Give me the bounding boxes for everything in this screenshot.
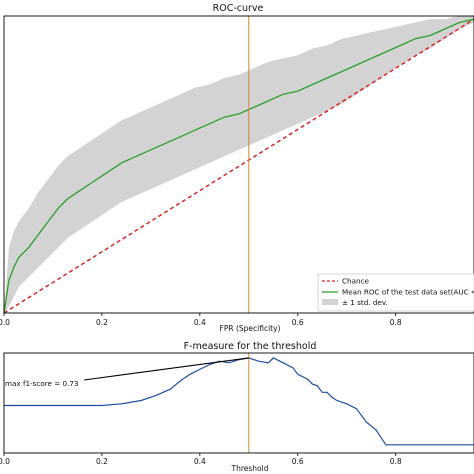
roc-x-tick-label: 0.4: [194, 318, 206, 327]
fmeasure-series-layer: [4, 357, 474, 446]
roc-std-band-layer: [4, 16, 474, 313]
mean-roc-line: [3, 18, 474, 314]
legend-mean-roc-label: Mean ROC of the test data set(AUC = 0: [342, 288, 474, 297]
fmeasure-title: F-measure for the threshold: [184, 341, 317, 352]
roc-x-axis-label: FPR (Specificity): [220, 324, 281, 333]
fmeasure-x-tick-label: 0.0: [0, 457, 10, 466]
fmeasure-x-ticks: 0.0 0.2 0.4 0.6 0.8: [0, 453, 402, 466]
roc-legend: Chance Mean ROC of the test data set(AUC…: [317, 273, 474, 312]
legend-chance-label: Chance: [342, 277, 369, 286]
max-f1-annotation-label: max f1-score = 0.73: [5, 379, 79, 388]
fmeasure-x-tick-label: 0.4: [194, 457, 206, 466]
roc-x-ticks: 0.0 0.2 0.4 0.6 0.8: [0, 313, 402, 327]
fmeasure-x-tick-label: 0.8: [390, 457, 402, 466]
roc-x-tick-label: 0.6: [292, 318, 304, 327]
roc-x-tick-label: 0.0: [0, 318, 10, 327]
fmeasure-x-axis-label: Threshold: [231, 464, 269, 473]
f1-score-line: [4, 357, 474, 446]
roc-panel: ROC-curve 0.0 0.2 0.4 0.6 0.8 FPR (Specifici…: [0, 3, 474, 333]
roc-series-layer: [3, 18, 474, 314]
roc-title: ROC-curve: [213, 3, 264, 14]
legend-std-swatch: [322, 299, 338, 305]
roc-x-tick-label: 0.2: [96, 318, 108, 327]
fmeasure-axes-frame: [3, 352, 474, 454]
legend-std-label: ± 1 std. dev.: [342, 298, 388, 307]
legend-box: [317, 273, 474, 312]
chance-line: [3, 18, 474, 314]
roc-std-band: [4, 16, 474, 313]
roc-x-tick-label: 0.8: [390, 318, 402, 327]
max-f1-annotation-arrow: [83, 357, 249, 381]
roc-axes-frame: [3, 15, 474, 314]
fmeasure-x-tick-label: 0.2: [96, 457, 108, 466]
fmeasure-panel: F-measure for the threshold 0.0 0.2 0.4 0.6…: [0, 341, 474, 473]
fmeasure-x-tick-label: 0.6: [292, 457, 304, 466]
